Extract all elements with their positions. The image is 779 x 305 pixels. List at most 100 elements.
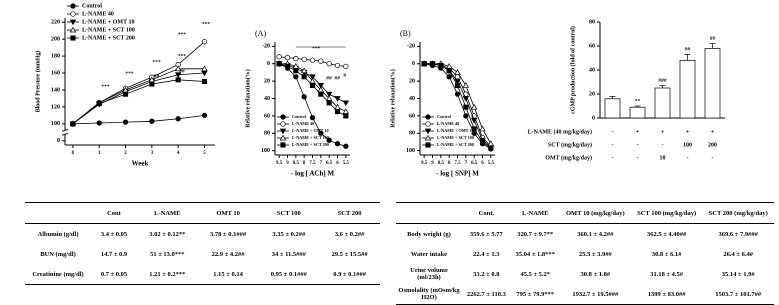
table-cell: 369.6 ± 7.9### xyxy=(718,230,758,238)
data-point xyxy=(318,91,324,97)
x-tick-label: 7.5 xyxy=(309,161,316,166)
table-cell: 1503.7 ± 101.7## xyxy=(702,284,774,305)
data-point xyxy=(454,91,461,97)
data-point xyxy=(309,82,316,89)
x-axis-label: Week xyxy=(132,160,149,168)
table-cell: 1399 ± 83.0## xyxy=(630,284,703,305)
axis-break xyxy=(62,130,68,135)
table-row: Water intake 22.4 ± 1.3 35.04 ± 1.8*** 25.3… xyxy=(396,244,774,264)
table-row: Albumin (g/dl) 3.4 ± 0.05 3.02 ± 0.12** 3.7… xyxy=(25,224,380,245)
data-point xyxy=(122,119,129,125)
table-cell: 14.7 ± 0.9 xyxy=(100,250,128,258)
table-cell: 1.15 ± 0.14 xyxy=(197,264,259,285)
bar xyxy=(679,60,696,119)
data-point xyxy=(318,130,324,136)
y-tick-label: 100 xyxy=(406,148,415,154)
annotation: ## xyxy=(335,75,341,81)
annotation: ### xyxy=(658,78,667,84)
legend-marker xyxy=(69,19,77,26)
row-label: BUN (mg/dl) xyxy=(40,250,76,258)
data-point xyxy=(175,116,181,122)
legend-label: L-NAME + OMT 10 xyxy=(292,128,329,133)
annotation: # xyxy=(343,73,346,79)
row-cell: + xyxy=(661,129,665,135)
row-label: Water intake xyxy=(410,250,448,258)
data-point xyxy=(201,78,208,85)
x-tick-label: 8.5 xyxy=(293,161,300,166)
data-point xyxy=(334,141,341,147)
data-point xyxy=(429,61,436,67)
legend-marker xyxy=(70,35,76,41)
data-point xyxy=(454,82,461,89)
table-cell: 35.14 ± 1.9# xyxy=(721,270,755,278)
data-point xyxy=(174,65,182,72)
header-cell: OMT 10 (mg/kg/day) xyxy=(559,202,631,224)
table-cell: 34 ± 11.5### xyxy=(271,250,306,258)
data-point xyxy=(454,78,461,85)
y-tick-label: 40 xyxy=(409,96,415,102)
data-point xyxy=(309,114,316,121)
table-cell: 22.4 ± 1.3 xyxy=(473,250,500,258)
y-tick-label: -20 xyxy=(262,44,270,50)
legend-label: L-NAME + SCT 100 xyxy=(82,27,135,33)
data-point xyxy=(463,113,469,119)
series-line xyxy=(72,68,205,125)
legend-marker xyxy=(69,26,77,33)
corner-cell xyxy=(25,202,91,224)
table-cell: 3.6 ± 0.2## xyxy=(334,230,365,238)
x-tick-label: 0 xyxy=(72,151,75,156)
row-cell: + xyxy=(636,129,640,135)
annotation: *** xyxy=(101,84,110,90)
y-tick-label: 100 xyxy=(261,148,270,154)
series-line xyxy=(72,79,205,125)
data-point xyxy=(487,140,495,147)
table-cell: 320.7 ± 9.7** xyxy=(517,230,554,238)
row-cell: + xyxy=(711,129,715,135)
legend-label: L-NAME + OMT 10 xyxy=(437,128,474,133)
y-tick-label: 160 xyxy=(51,70,60,76)
y-axis-label: cGMP production (fold of control) xyxy=(569,26,576,114)
x-tick-label: 9 xyxy=(431,161,434,166)
data-point xyxy=(276,61,282,67)
table-cell: 2262.7 ± 110.3 xyxy=(462,284,511,305)
data-point xyxy=(284,54,291,61)
table-cell: 3.02 ± 0.12** xyxy=(149,230,186,238)
data-point xyxy=(454,69,461,75)
data-point xyxy=(479,125,486,132)
x-tick-label: 4 xyxy=(177,151,180,156)
data-point xyxy=(488,145,494,151)
annotation: ## xyxy=(326,75,332,81)
y-tick-label: 40 xyxy=(264,96,270,102)
bar xyxy=(629,106,646,119)
data-point xyxy=(301,74,307,80)
annotation: ## xyxy=(154,74,160,80)
data-point xyxy=(342,108,350,114)
data-point xyxy=(293,74,299,80)
data-point xyxy=(300,67,308,74)
data-point xyxy=(446,68,452,74)
data-point xyxy=(470,117,478,124)
row-label: SCT (mg/kg/day) xyxy=(548,141,592,148)
y-tick-label: 0 xyxy=(592,115,595,121)
header-cell: SCT 100 xyxy=(258,202,320,224)
data-point xyxy=(479,139,486,145)
urine-table: Cont. L-NAME OMT 10 (mg/kg/day) SCT 100 (mg… xyxy=(396,202,774,305)
annotation: *** xyxy=(178,32,187,38)
header-cell: L-NAME xyxy=(510,202,560,224)
data-point xyxy=(343,113,349,119)
header-cell: Cont. xyxy=(462,202,511,224)
legend-marker xyxy=(424,128,432,135)
table-cell: 0.7 ± 0.05 xyxy=(91,264,137,285)
data-point xyxy=(201,39,208,45)
y-tick-label: 0 xyxy=(412,61,415,67)
y-tick-label: 60 xyxy=(589,43,595,49)
data-point xyxy=(96,100,102,107)
row-cell: - xyxy=(612,155,614,161)
table-cell: 359.6 ± 5.77 xyxy=(469,230,503,238)
legend-marker xyxy=(279,128,287,135)
table-cell: 30.8 ± 6.1# xyxy=(651,250,682,258)
data-point xyxy=(149,118,155,124)
x-tick-label: 6 xyxy=(481,161,484,166)
row-label: L-NAME (40 mg/kg/day) xyxy=(528,128,592,135)
table-cell: 33.2 ± 0.8 xyxy=(473,270,500,278)
